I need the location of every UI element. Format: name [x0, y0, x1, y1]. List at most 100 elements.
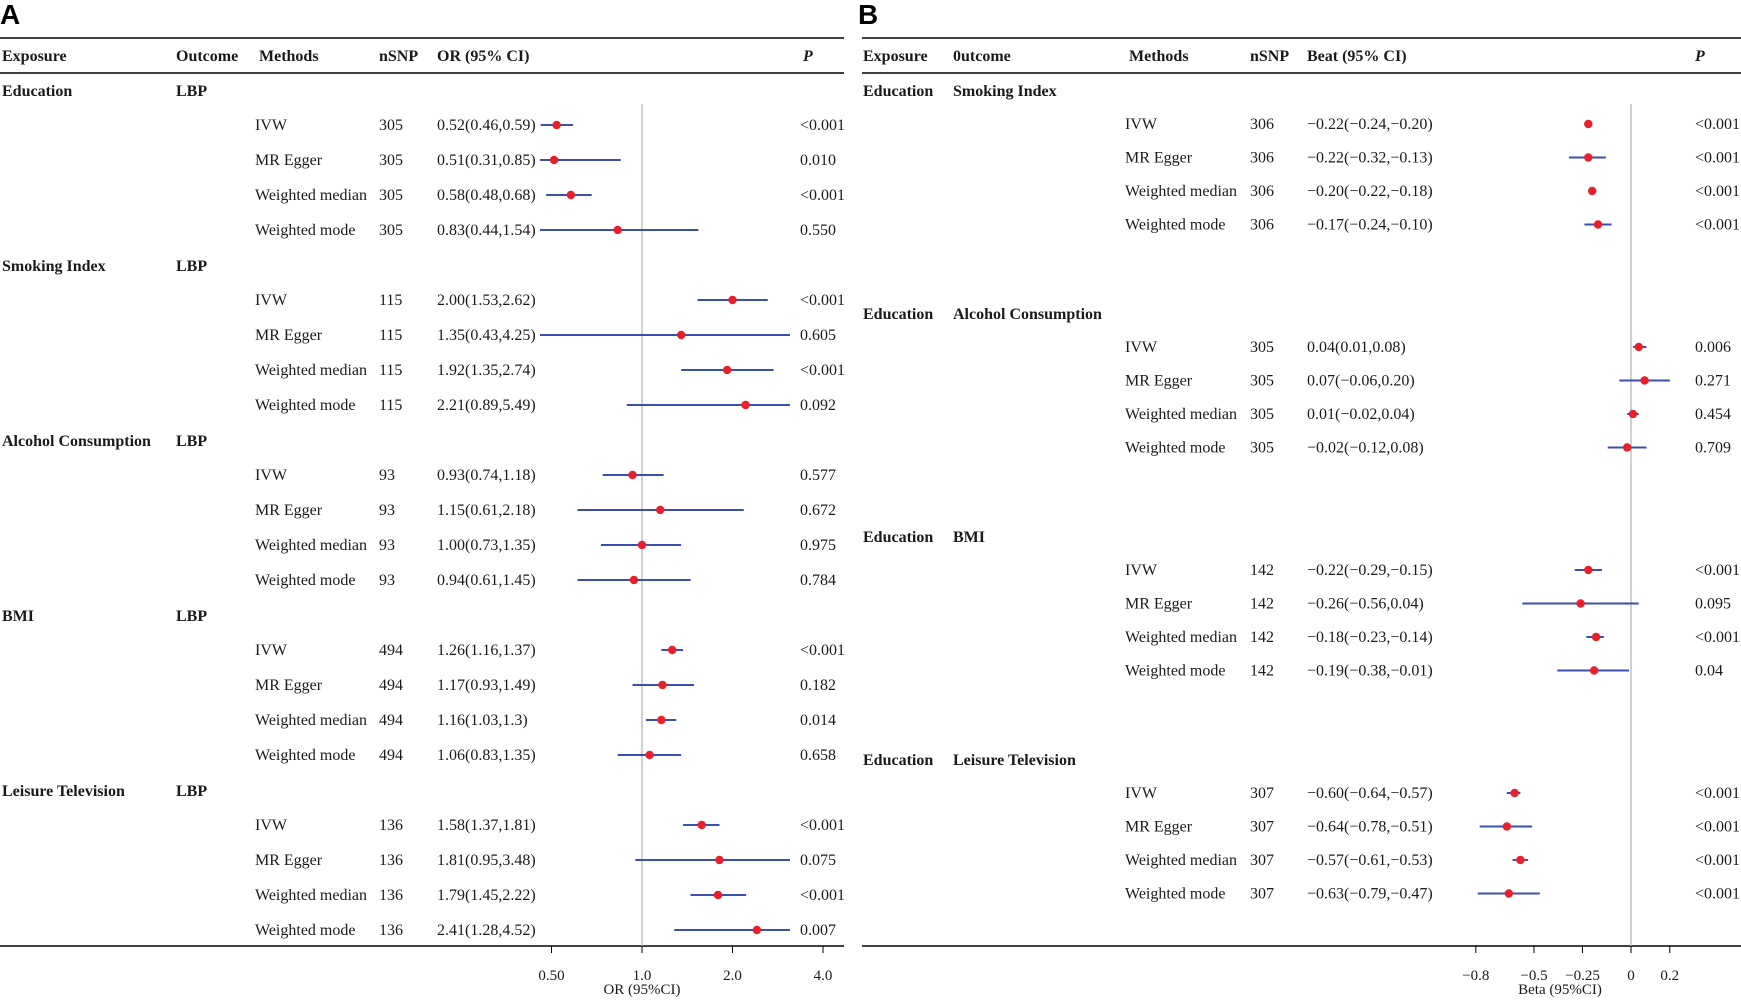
row-method: Weighted mode [255, 397, 355, 414]
row-nsnp: 305 [1250, 440, 1274, 457]
row-estimate-text: 0.58(0.48,0.68) [437, 187, 536, 204]
row-method: Weighted mode [1125, 217, 1225, 234]
row-estimate-text: 1.35(0.43,4.25) [437, 327, 536, 344]
point-estimate [752, 925, 762, 935]
group-outcome-label: LBP [176, 608, 207, 625]
row-estimate-text: −0.02(−0.12,0.08) [1307, 440, 1424, 457]
row-p-value: <0.001 [1695, 116, 1740, 133]
row-nsnp: 115 [379, 327, 402, 344]
row-p-value: 0.006 [1695, 339, 1731, 356]
point-estimate [657, 715, 666, 725]
point-estimate [656, 505, 665, 515]
row-nsnp: 115 [379, 292, 402, 309]
row-method: Weighted median [255, 887, 367, 904]
group-outcome-label: Leisure Television [953, 752, 1076, 769]
group-exposure-label: BMI [2, 608, 34, 625]
panel-b-header-p: P [1694, 48, 1705, 65]
x-tick-label: 0 [1627, 968, 1635, 984]
point-estimate [1628, 409, 1638, 419]
panel-a-letter: A [0, 0, 20, 30]
row-p-value: <0.001 [800, 817, 845, 834]
row-method: Weighted median [255, 712, 367, 729]
point-estimate [658, 680, 667, 690]
row-method: Weighted median [255, 362, 367, 379]
group-exposure-label: Alcohol Consumption [2, 433, 151, 450]
row-method: IVW [255, 817, 288, 834]
point-estimate [645, 750, 654, 760]
group-exposure-label: Education [2, 83, 72, 100]
row-estimate-text: 1.06(0.83,1.35) [437, 747, 536, 764]
point-estimate [1510, 788, 1519, 798]
point-estimate [1640, 376, 1649, 385]
row-method: Weighted mode [255, 222, 355, 239]
row-method: MR Egger [1125, 819, 1193, 836]
point-estimate [676, 330, 686, 340]
row-method: MR Egger [255, 677, 323, 694]
row-estimate-text: 1.16(1.03,1.3) [437, 712, 528, 729]
row-p-value: <0.001 [1695, 886, 1740, 903]
row-estimate-text: 0.04(0.01,0.08) [1307, 339, 1406, 356]
point-estimate [1588, 186, 1597, 196]
row-estimate-text: 2.21(0.89,5.49) [437, 397, 536, 414]
point-estimate [1576, 599, 1585, 608]
point-estimate [1591, 632, 1601, 642]
row-method: Weighted median [1125, 852, 1237, 869]
panel-a-header-exposure: Exposure [2, 48, 67, 65]
row-estimate-text: 0.07(−0.06,0.20) [1307, 373, 1415, 390]
row-estimate-text: 0.94(0.61,1.45) [437, 572, 536, 589]
row-estimate-text: −0.18(−0.23,−0.14) [1307, 629, 1433, 646]
row-estimate-text: −0.64(−0.78,−0.51) [1307, 819, 1433, 836]
x-tick-label: 1.0 [633, 968, 652, 984]
row-nsnp: 494 [379, 677, 403, 694]
row-p-value: <0.001 [1695, 183, 1740, 200]
row-method: Weighted mode [1125, 440, 1225, 457]
row-nsnp: 305 [379, 152, 403, 169]
panel-a: A Exposure Outcome Methods nSNP OR (95% … [0, 0, 844, 998]
row-nsnp: 306 [1250, 183, 1274, 200]
panel-b-header-estimate: Beat (95% CI) [1307, 48, 1407, 65]
row-p-value: 0.658 [800, 747, 836, 764]
row-nsnp: 93 [379, 502, 395, 519]
row-method: Weighted mode [255, 572, 355, 589]
point-estimate [628, 470, 637, 480]
row-p-value: 0.271 [1695, 373, 1731, 390]
row-nsnp: 306 [1250, 150, 1274, 167]
row-estimate-text: −0.22(−0.32,−0.13) [1307, 150, 1433, 167]
row-p-value: <0.001 [1695, 629, 1740, 646]
row-nsnp: 494 [379, 642, 403, 659]
group-exposure-label: Leisure Television [2, 783, 125, 800]
row-p-value: 0.007 [800, 922, 836, 939]
point-estimate [1593, 220, 1603, 229]
row-nsnp: 136 [379, 887, 403, 904]
row-nsnp: 307 [1250, 886, 1274, 903]
point-estimate [722, 365, 732, 375]
row-nsnp: 305 [379, 117, 403, 134]
point-estimate [667, 645, 677, 655]
row-method: Weighted mode [255, 922, 355, 939]
row-nsnp: 115 [379, 397, 402, 414]
row-nsnp: 305 [1250, 339, 1274, 356]
point-estimate [1502, 822, 1512, 831]
group-outcome-label: LBP [176, 258, 207, 275]
panel-a-header-outcome: Outcome [176, 48, 238, 65]
x-tick-label: −0.5 [1520, 968, 1547, 984]
point-estimate [566, 190, 576, 200]
row-p-value: 0.075 [800, 852, 836, 869]
row-estimate-text: −0.60(−0.64,−0.57) [1307, 785, 1433, 802]
row-nsnp: 142 [1250, 629, 1274, 646]
row-p-value: <0.001 [1695, 217, 1740, 234]
row-method: Weighted mode [1125, 663, 1225, 680]
row-estimate-text: 1.00(0.73,1.35) [437, 537, 536, 554]
row-method: Weighted median [255, 537, 367, 554]
row-method: Weighted mode [1125, 886, 1225, 903]
row-nsnp: 93 [379, 537, 395, 554]
group-outcome-label: LBP [176, 83, 207, 100]
row-method: IVW [1125, 116, 1158, 133]
row-p-value: 0.550 [800, 222, 836, 239]
panel-b-letter: B [858, 0, 878, 30]
row-method: IVW [255, 292, 288, 309]
row-method: MR Egger [1125, 150, 1193, 167]
row-nsnp: 305 [379, 187, 403, 204]
point-estimate [1504, 889, 1513, 898]
